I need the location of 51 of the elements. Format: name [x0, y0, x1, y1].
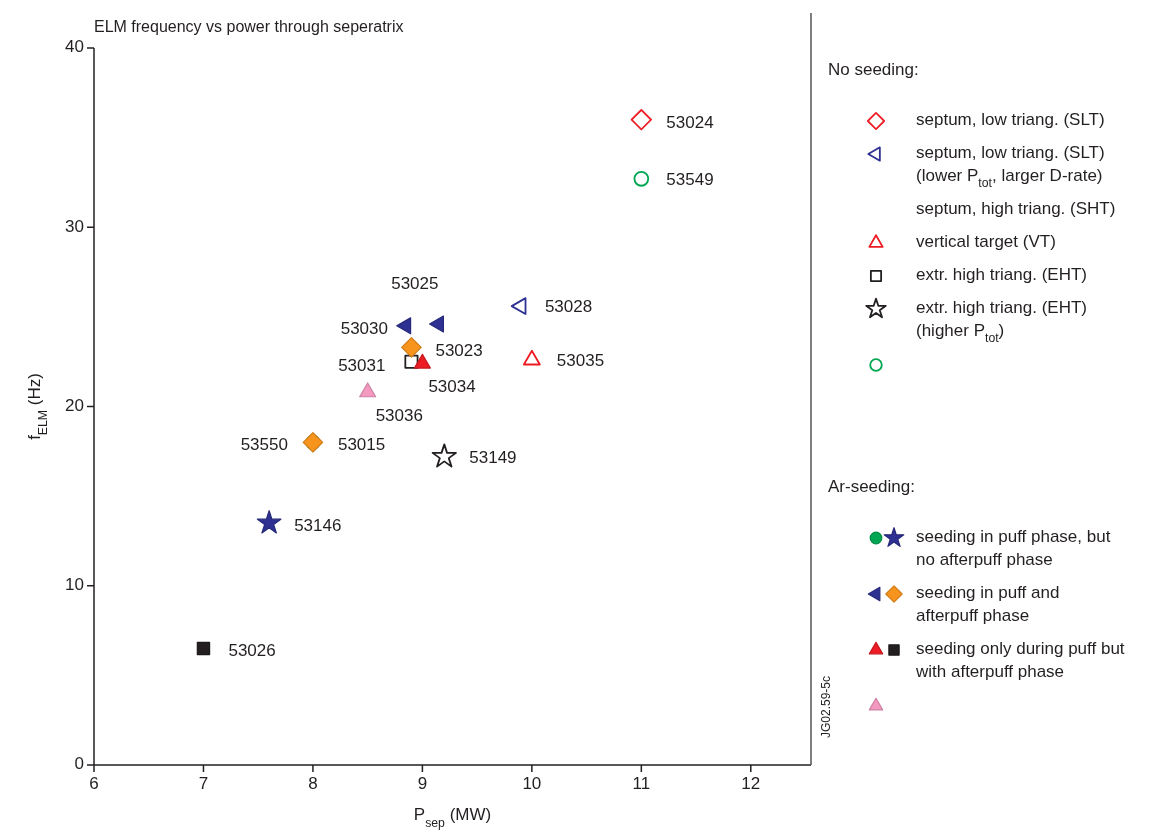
annotation: 53024 — [666, 113, 714, 133]
annotation: 53031 — [338, 356, 386, 376]
point — [633, 171, 650, 187]
annotation: 53015 — [337, 435, 386, 455]
x-tick-label: 9 — [417, 774, 428, 794]
point — [256, 510, 282, 534]
annotation: 53028 — [544, 297, 593, 317]
y-tick-label: 20 — [65, 395, 84, 415]
annotation: 53030 — [340, 319, 388, 339]
text: JG02.59-5c — [819, 675, 833, 738]
legend-label: vertical target (VT) — [916, 232, 1056, 252]
point — [359, 382, 377, 398]
annotation: 53036 — [375, 406, 423, 426]
y-tick-label: 30 — [65, 216, 84, 236]
legend-label: seeding only during puff but with afterpuff phase — [915, 639, 1125, 682]
point — [404, 354, 419, 369]
x-tick-label: 8 — [308, 774, 318, 794]
x-axis-title: P$_{sep}$ (MW) — [413, 805, 492, 830]
x-tick-label: 10 — [522, 774, 542, 794]
legend-label: septum, low triang. (SLT) — [916, 110, 1105, 130]
annotation: 53550 — [240, 435, 288, 455]
point — [429, 315, 445, 333]
annotation: 53549 — [666, 170, 714, 190]
point — [396, 317, 412, 335]
annotation: 53146 — [294, 516, 342, 536]
legend-label: septum, low triang. (SLT) (lower P$_{tot}$, larger D-rate) — [916, 143, 1105, 191]
point — [431, 443, 457, 468]
legend-label: extr. high triang. (EHT) (higher P$_{tot}$) — [916, 298, 1088, 346]
text: No seeding: — [828, 60, 919, 80]
text: septum, high triang. (SHT) — [916, 199, 1116, 219]
point — [196, 641, 211, 656]
annotation: 53149 — [469, 448, 517, 468]
x-tick-label: 11 — [632, 774, 651, 794]
annotation: 53035 — [556, 351, 605, 371]
legend-label: seeding in puff and afterpuff phase — [916, 583, 1060, 626]
y-tick-label: 40 — [65, 37, 84, 57]
annotation: 53026 — [228, 641, 276, 661]
annotation: 53023 — [435, 341, 483, 361]
y-tick-label: 10 — [65, 575, 84, 595]
legend-label: seeding in puff phase, but no afterpuff phase — [916, 527, 1111, 570]
chart-title: ELM frequency vs power through seperatrix — [94, 18, 404, 36]
x-tick-label: 6 — [89, 774, 99, 794]
point — [630, 109, 652, 131]
x-tick-label: 7 — [198, 774, 209, 794]
point — [401, 337, 422, 358]
legend-label: extr. high triang. (EHT) — [916, 265, 1088, 285]
x-tick-label: 12 — [741, 774, 761, 794]
text: Ar-seeding: — [828, 477, 915, 497]
annotation: 53025 — [391, 274, 439, 294]
y-tick-label: 0 — [74, 754, 84, 774]
annotation: 53034 — [428, 377, 476, 397]
